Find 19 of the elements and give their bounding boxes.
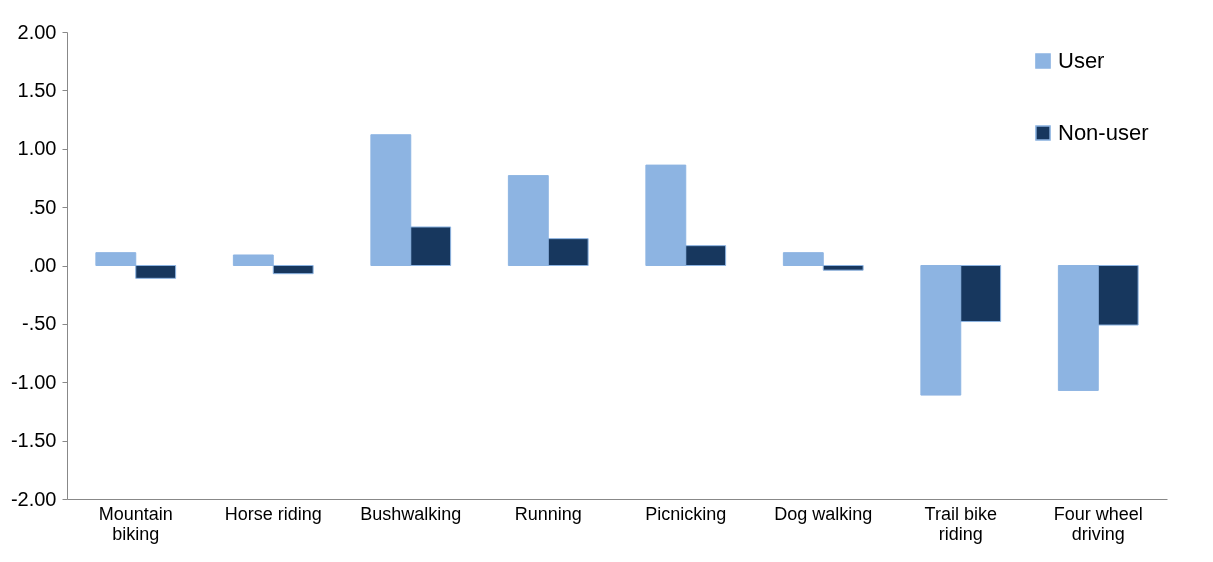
x-tick-label: Horse riding [224,503,322,524]
x-tick-label: Four wheel driving [1053,503,1143,544]
y-tick-label: 2.00 [17,20,57,43]
x-tick-label: Picnicking [645,503,727,524]
legend-label: Non-user [1058,120,1149,145]
x-tick-label: Bushwalking [360,503,462,524]
y-tick-label: .50 [28,195,57,218]
y-tick-label: 1.50 [17,78,57,101]
y-tick-label: -1.50 [10,429,57,452]
x-tick-label: Dog walking [774,503,873,524]
legend-label: User [1058,48,1105,73]
y-tick-label: 1.00 [17,137,57,160]
x-tick-label: Trail bike riding [924,503,997,544]
y-tick-label: .00 [28,254,57,276]
y-tick-label: -.50 [22,312,57,335]
x-tick-label: Mountain biking [98,503,173,544]
y-tick-label: -2.00 [10,487,57,510]
y-tick-label: -1.00 [10,370,57,393]
x-tick-label: Running [514,503,582,524]
